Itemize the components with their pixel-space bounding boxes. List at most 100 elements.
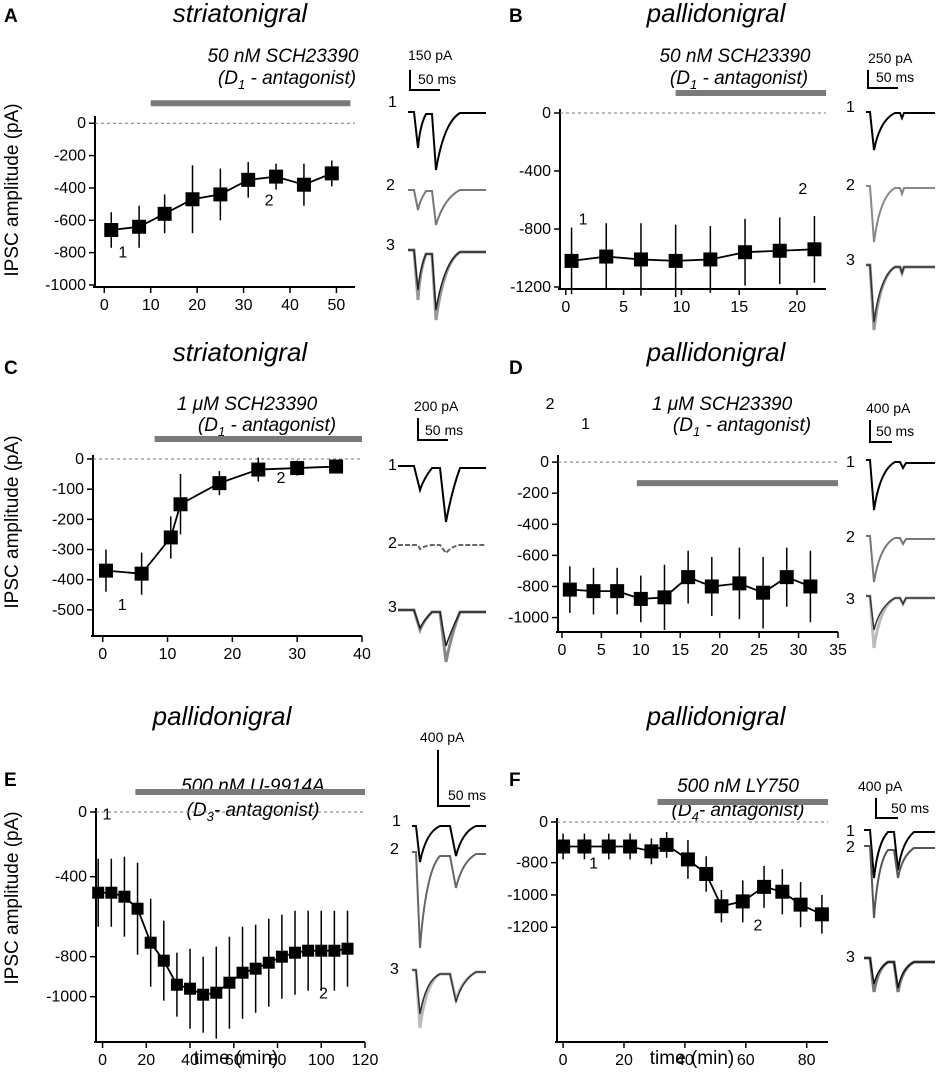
drug-note-suffix: - antagonist) [245,68,356,89]
x-tick-label: 120 [352,1052,379,1069]
x-tick-label: 0 [98,1052,107,1069]
drug-note-prefix: (D [673,415,693,436]
trace-2 [866,535,935,583]
drug-note-suffix: - antagonist) [699,800,805,821]
trace-label-2: 2 [846,177,855,194]
panel-c: C striatonigral 1 μM SCH23390 (D1 - anta… [4,337,486,663]
drug-name: 1 μM SCH23390 [177,394,318,415]
trace-3-gray [866,263,935,331]
data-point [213,187,228,202]
drug-note-suffix: - antagonist) [697,68,808,89]
trace-label-1: 1 [388,457,397,474]
drug-note: (D1 - antagonist) [670,68,808,92]
trace-1 [866,111,935,151]
panel-title: pallidonigral [646,0,787,28]
plot-area: 0 -800 -1000 -1200 0 20 40 60 80 1 2 [507,799,829,1069]
trace-label-2: 2 [846,529,855,546]
data-point [324,166,339,181]
data-point [772,243,787,258]
x-tick-label: 40 [281,297,299,314]
data-point [328,944,341,957]
scale-bar [867,70,898,89]
trace-label-3: 3 [846,591,855,608]
trace-2 [398,544,486,555]
x-tick-label: 80 [269,1052,287,1069]
panel-title: pallidonigral [646,701,787,731]
y-tick-label: -800 [55,949,87,966]
y-tick-label: 0 [542,105,551,122]
data-point [157,206,172,221]
y-tick-label: -1000 [46,989,87,1006]
drug-note-sub: 1 [218,424,225,439]
time-point-annotation: 2 [277,470,286,487]
scale-amplitude: 150 pA [408,47,453,63]
y-tick-label: -100 [52,481,84,498]
data-point [185,192,200,207]
x-tick-label: 60 [225,1052,243,1069]
data-point [98,563,113,578]
trace-3-black [864,957,935,989]
panel-label: C [4,358,18,379]
trace-3-black [408,249,486,311]
panel-label: E [4,770,17,791]
data-point [329,459,344,474]
x-tick-label: 20 [788,299,806,316]
x-tick-label: 30 [235,297,253,314]
trace-label-3: 3 [846,949,855,966]
scale-time: 50 ms [876,69,914,85]
data-point [269,169,284,184]
y-tick-label: 0 [78,804,87,821]
data-point [681,570,696,585]
time-point-annotation: 2 [798,181,807,198]
scale-bar [409,70,440,91]
trace-2 [408,189,486,226]
x-tick-label: 0 [559,1052,568,1069]
x-tick-label: 20 [137,1052,155,1069]
panel-label: B [509,6,523,27]
trace-label-3: 3 [846,252,855,269]
time-point-annotation: 2 [265,193,274,210]
scale-time: 50 ms [418,71,456,87]
x-tick-label: 30 [790,642,808,659]
time-point-annotation: 1 [118,597,127,614]
x-tick-label: 10 [632,642,650,659]
data-point [668,253,683,268]
data-point [803,579,818,594]
panel-e: E pallidonigral 500 nM U-9914A (D3- anta… [4,701,486,1069]
panel-title: striatonigral [173,0,309,28]
drug-note-sub: 1 [690,77,697,92]
drug-note: (D3- antagonist) [187,800,320,824]
data-point [775,884,790,899]
x-tick-label: 100 [308,1052,335,1069]
data-point [275,950,288,963]
time-point-annotation: 2 [546,396,555,413]
data-point [599,249,614,264]
drug-note-prefix: (D [187,800,207,821]
drug-name: 50 nM SCH23390 [659,46,810,67]
y-tick-label: -800 [519,221,551,238]
drug-note-prefix: (D [670,68,690,89]
panel-label: D [509,358,523,379]
panel-b: B pallidonigral 50 nM SCH23390 (D1 - ant… [509,0,935,331]
ipsc-traces: 400 pA 50 ms 1 2 3 [846,400,935,649]
data-point [556,839,571,854]
data-point [223,976,236,989]
scale-time: 50 ms [425,422,463,438]
data-point [289,946,302,959]
data-point [586,584,601,599]
ipsc-traces: 250 pA 50 ms 1 2 3 [846,50,935,331]
drug-note-prefix: (D [672,800,692,821]
data-point [236,966,249,979]
drug-note-prefix: (D [218,68,238,89]
drug-name: 1 μM SCH23390 [652,394,793,415]
y-tick-label: 0 [539,814,548,831]
data-point [290,461,305,476]
drug-name: 50 nM SCH23390 [207,46,358,67]
panel-label: A [4,6,18,27]
panel-f: F pallidonigral 500 nM LY750 (D4- antago… [507,701,935,1069]
y-tick-label: -1200 [510,279,551,296]
time-point-annotation: 1 [589,855,598,872]
data-point [633,591,648,606]
trace-3-gray [398,608,486,663]
